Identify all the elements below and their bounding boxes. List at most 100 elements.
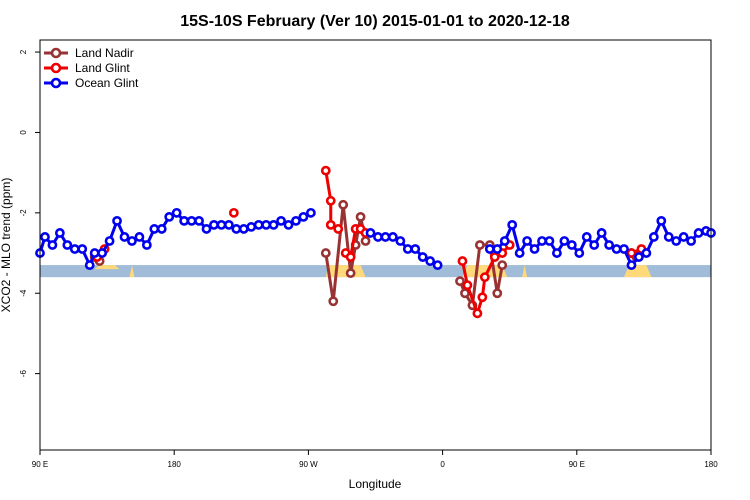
ocean-glint-point (156, 224, 167, 234)
ocean-glint-point (77, 244, 88, 254)
land-glint-point (472, 308, 483, 319)
land-glint-point (320, 165, 331, 176)
ocean-glint-point (89, 248, 100, 258)
ocean-glint-point (596, 228, 607, 238)
legend-land-glint-marker (50, 62, 62, 74)
ocean-glint-point (410, 244, 421, 254)
ocean-glint-point (484, 244, 495, 254)
ocean-glint-point (164, 211, 175, 222)
ocean-glint-point (253, 220, 264, 230)
land-nadir-point (345, 268, 356, 279)
ocean-glint-point (522, 236, 532, 246)
ocean-glint-point (231, 224, 242, 234)
land-nadir-point (474, 240, 485, 250)
ocean-glint-point (194, 215, 204, 226)
ocean-glint-point (626, 260, 637, 270)
ocean-glint-point (112, 215, 122, 226)
ocean-glint-point (634, 252, 644, 262)
land-glint-point (457, 256, 468, 266)
ocean-glint-point (97, 248, 108, 258)
ocean-glint-point (432, 260, 443, 270)
land-glint-point (626, 248, 637, 258)
ocean-glint-point (604, 240, 615, 250)
land-glint-point (325, 195, 336, 206)
ocean-glint-point (84, 260, 95, 270)
ocean-glint-point (395, 236, 406, 246)
ocean-glint-point (119, 232, 130, 242)
land-fill-3 (325, 265, 366, 278)
ocean-glint-point (574, 248, 585, 258)
ocean-glint-point (261, 220, 272, 230)
plot-frame (39, 39, 712, 451)
land-fill-5 (522, 265, 528, 278)
y-tick-label: 2 (19, 49, 28, 54)
ocean-glint-point (671, 236, 682, 246)
ocean-glint-point (387, 232, 398, 242)
land-nadir-point (360, 236, 371, 246)
ocean-glint-point (425, 256, 436, 266)
land-nadir-point (460, 288, 470, 299)
ocean-glint-point (298, 211, 309, 222)
ocean-glint-point (283, 220, 294, 230)
ocean-glint-point (537, 236, 547, 246)
legend-ocean-glint-label: Ocean Glint (75, 76, 139, 90)
x-tick-label: 0 (440, 460, 445, 469)
ocean-glint-point (127, 236, 137, 246)
land-nadir-point (338, 199, 349, 210)
land-glint-point (462, 280, 473, 291)
land-nadir-point (328, 296, 339, 307)
land-nadir-point (355, 211, 366, 222)
ocean-glint-point (134, 232, 145, 242)
ocean-glint-point (246, 222, 257, 232)
x-tick-label: 90 W (299, 460, 318, 469)
x-tick-label: 90 E (569, 460, 585, 469)
land-nadir-point (492, 288, 503, 299)
y-tick-label: -6 (19, 370, 28, 378)
ocean-glint-point (171, 207, 182, 218)
land-glint-point (345, 252, 356, 262)
land-glint-point (325, 220, 336, 230)
ocean-glint-point (223, 220, 234, 230)
ocean-glint-point (648, 232, 659, 242)
land-glint-point (333, 224, 344, 234)
ocean-glint-point (209, 220, 219, 230)
ocean-glint-point (499, 236, 510, 246)
ocean-glint-point (492, 244, 503, 254)
land-fill-4 (462, 265, 508, 278)
chart-title: 15S-10S February (Ver 10) 2015-01-01 to … (180, 13, 570, 30)
land-nadir-point (455, 276, 465, 287)
ocean-glint-point (566, 240, 577, 250)
ocean-glint-point (47, 240, 58, 250)
ocean-glint-point (54, 228, 65, 238)
y-axis-label: XCO2 - MLO trend (ppm) (0, 178, 13, 313)
legend-land-glint-label: Land Glint (75, 61, 130, 75)
ocean-glint-point (581, 232, 592, 242)
land-nadir-point (497, 260, 508, 270)
ocean-glint-point (276, 215, 286, 226)
land-glint-point (479, 272, 490, 283)
ocean-glint-point (417, 252, 428, 262)
land-glint-point (489, 252, 500, 262)
land-glint-point (228, 207, 239, 218)
ocean-glint-point (686, 236, 697, 246)
ocean-glint-point (402, 244, 413, 254)
ocean-glint-point (179, 215, 190, 226)
legend-land-nadir-marker (50, 47, 62, 59)
ocean-glint-point (693, 228, 704, 238)
legend-ocean-glint-marker (50, 77, 62, 89)
y-tick-label: -2 (19, 209, 28, 217)
plot-area (35, 165, 716, 319)
ocean-glint-point (380, 232, 391, 242)
ocean-glint-point (104, 236, 115, 246)
ocean-glint-point (373, 232, 383, 242)
x-tick-label: 180 (704, 460, 718, 469)
ocean-glint-point (305, 207, 316, 218)
land-glint-point (477, 292, 488, 303)
ocean-glint-point (559, 236, 570, 246)
ocean-glint-point (69, 244, 80, 254)
ocean-glint-point (611, 244, 622, 254)
land-band (40, 265, 711, 278)
y-tick-label: -4 (19, 289, 28, 297)
land-fill-2 (129, 265, 135, 278)
ocean-glint-point (544, 236, 555, 246)
